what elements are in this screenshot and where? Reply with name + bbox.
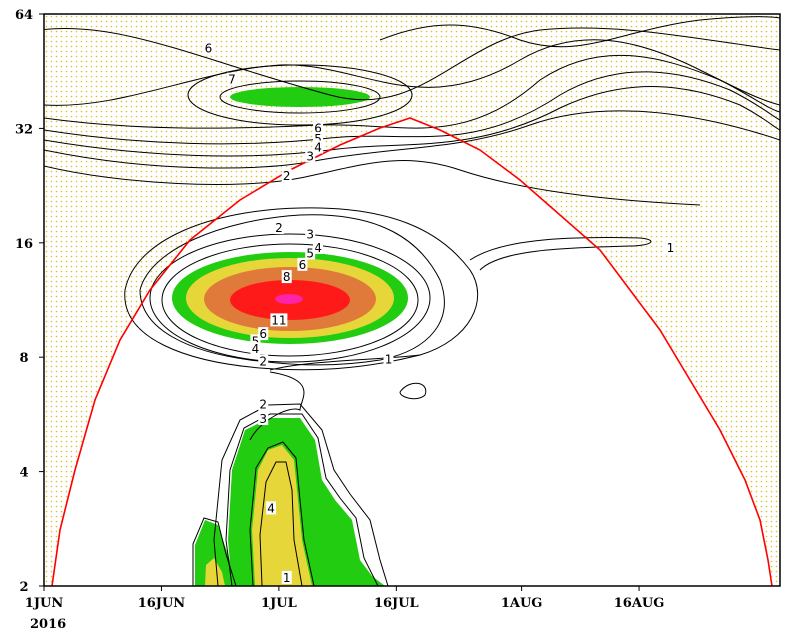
contour-label-bg [203, 41, 214, 55]
contour-label-bg [273, 221, 284, 235]
contour-label-bg [281, 168, 292, 182]
contour-label: 8 [283, 270, 291, 284]
y-axis: 2 4 8 16 32 64 [15, 8, 44, 595]
x-tick-label: 16AUG [614, 596, 665, 611]
x-axis: 1JUN 16JUN 1JUL 16JUL 1AUG 16AUG [25, 586, 665, 611]
contour-label: 7 [228, 73, 236, 87]
contour-label-bg [258, 397, 269, 411]
contour-label: 6 [299, 258, 307, 272]
contour-label-bg [258, 412, 269, 426]
x-start-year: 2016 [30, 617, 66, 632]
contour-label: 6 [259, 327, 267, 341]
contour-label-bg [266, 501, 277, 515]
contour-label-bg [313, 140, 324, 154]
contour-label-bg [313, 132, 324, 146]
contour-label: 3 [259, 412, 267, 426]
x-tick-label: 1JUN [25, 596, 64, 611]
contour-label-bg [305, 227, 316, 241]
power-blob-main [172, 252, 408, 344]
y-tick-label: 32 [15, 122, 33, 137]
contour-label: 1 [667, 241, 675, 255]
contour-label-bg [313, 241, 324, 255]
contour-label: 3 [306, 149, 314, 163]
contour-label: 5 [306, 246, 314, 260]
contour-label: 5 [314, 132, 322, 146]
contour-label: 1 [283, 571, 291, 585]
contour-label: 2 [259, 354, 267, 368]
cone-of-influence [51, 117, 773, 586]
contour-label: 2 [283, 169, 291, 183]
y-tick-label: 64 [15, 8, 33, 23]
contour-label-bg [281, 570, 292, 584]
y-tick-label: 16 [15, 237, 33, 252]
y-tick-label: 8 [19, 351, 28, 366]
contour-label: 4 [267, 501, 275, 515]
contour-label: 6 [314, 121, 322, 135]
contour-label: 11 [271, 313, 286, 327]
x-tick-label: 1AUG [501, 596, 543, 611]
hatched-region-left [44, 14, 780, 586]
contour-label-bg [258, 327, 269, 341]
contour-label: 6 [205, 41, 213, 55]
contour-label: 5 [252, 334, 260, 348]
contour-label-bg [281, 270, 292, 284]
contour-label-bg [383, 352, 394, 366]
contour-label: 1 [385, 352, 393, 366]
contour-label: 4 [314, 141, 322, 155]
x-tick-label: 16JUL [374, 596, 419, 611]
contour-label: 4 [314, 241, 322, 255]
contour-label-bg [250, 334, 261, 348]
contour-label-bg [297, 257, 308, 271]
x-tick-label: 16JUN [138, 596, 186, 611]
contour-lines [44, 16, 780, 586]
x-tick-label: 1JUL [261, 596, 297, 611]
contour-label-bg [665, 241, 676, 255]
contour-label-bg [270, 313, 288, 327]
contour-label-bg [313, 121, 324, 135]
y-tick-label: 4 [19, 466, 28, 481]
y-tick-label: 2 [19, 580, 28, 595]
contour-label-bg [305, 149, 316, 163]
contour-label: 3 [306, 228, 314, 242]
plot-frame [43, 13, 781, 587]
contour-label: 2 [259, 398, 267, 412]
contour-label: 4 [252, 342, 260, 356]
contour-label-bg [258, 354, 269, 368]
contour-label: 2 [275, 221, 283, 235]
contour-label-bg [250, 342, 261, 356]
contour-label-bg [226, 72, 237, 86]
power-blob-top [230, 87, 370, 107]
contour-label-bg [305, 246, 316, 260]
